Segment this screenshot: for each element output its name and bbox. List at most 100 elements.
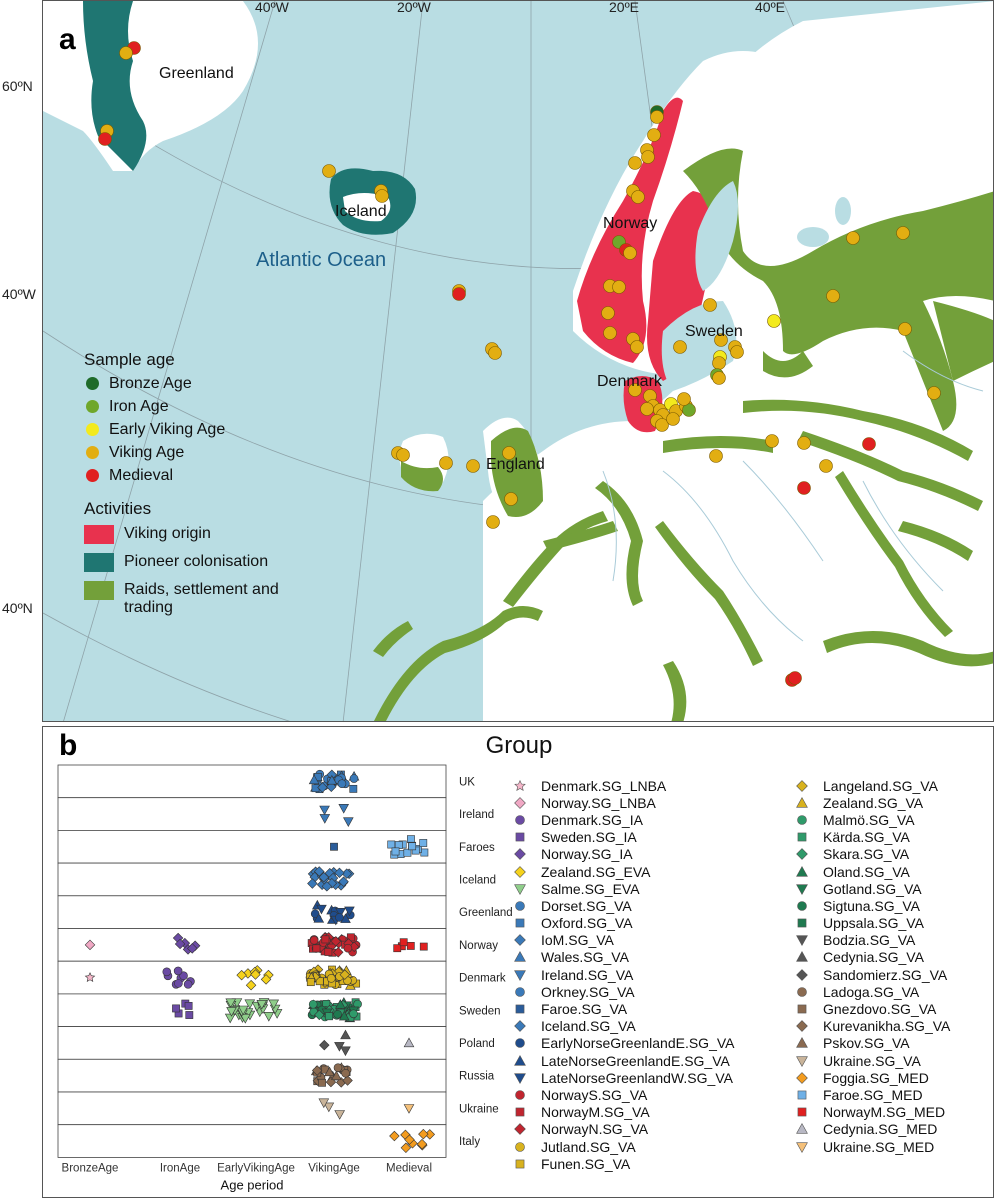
group-marker: [263, 1012, 275, 1022]
group-legend-item: Jutland.SG_VA: [513, 1138, 735, 1155]
legend-age-label: Medieval: [109, 466, 174, 484]
group-marker: [314, 866, 325, 877]
age-period-tick-label: EarlyVikingAge: [217, 1162, 295, 1174]
plot-row-box: [57, 862, 447, 897]
group-legend-symbol: [796, 865, 808, 877]
group-legend-marker: [797, 901, 807, 911]
group-legend-label: Foggia.SG_MED: [823, 1069, 929, 1086]
plot-row-box: [57, 830, 447, 864]
region-label: Russia: [459, 1071, 495, 1083]
group-legend-symbol: [514, 1020, 526, 1033]
group-marker: [236, 969, 247, 981]
group-legend-marker: [514, 1020, 526, 1033]
group-legend-symbol: [796, 935, 808, 947]
group-marker: [349, 784, 358, 793]
group-marker: [340, 1046, 351, 1057]
group-marker: [419, 942, 428, 951]
group-legend-symbol: [515, 987, 525, 997]
group-legend-marker: [797, 918, 807, 928]
group-legend-item: Norway.SG_LNBA: [513, 794, 735, 811]
map-legend: Sample age Bronze Age Iron Age Early Vik…: [84, 350, 314, 626]
group-legend-item: Uppsala.SG_VA: [795, 915, 950, 932]
group-legend-symbol: [797, 1107, 807, 1117]
sample-point: [486, 515, 500, 529]
group-marker: [226, 1007, 237, 1017]
group-legend-symbol: [796, 848, 808, 861]
group-marker: [339, 969, 351, 980]
sample-point: [846, 231, 860, 245]
group-marker: [256, 1000, 268, 1010]
group-legend-marker: [796, 935, 808, 947]
group-marker: [343, 817, 354, 827]
place-england: England: [486, 456, 545, 473]
graticule-lon-20w: [342, 1, 424, 721]
plot-row-box: [57, 928, 447, 962]
group-legend-item: Denmark.SG_LNBA: [513, 777, 735, 794]
group-legend-marker: [515, 901, 525, 911]
group-marker: [313, 913, 325, 923]
sample-point: [623, 246, 637, 260]
gulf-of-bothnia: [695, 181, 738, 291]
group-legend-symbol: [515, 1107, 525, 1117]
group-legend-item: Funen.SG_VA: [513, 1155, 735, 1172]
plot-row-box: [57, 764, 447, 799]
group-marker: [406, 942, 415, 950]
group-legend-item: IoM.SG_VA: [513, 932, 735, 949]
group-marker: [162, 967, 172, 977]
age-period-tick-label: IronAge: [160, 1162, 200, 1174]
group-legend-item: Oland.SG_VA: [795, 863, 950, 880]
group-marker: [174, 979, 183, 988]
legend-age-row: Viking Age: [84, 441, 314, 464]
legend-age-row: Early Viking Age: [84, 418, 314, 441]
group-legend-marker: [514, 865, 526, 878]
group-legend-label: Malmö.SG_VA: [823, 811, 915, 828]
place-denmark: Denmark: [597, 373, 662, 390]
group-legend-marker: [514, 796, 526, 809]
group-legend-label: Jutland.SG_VA: [541, 1138, 636, 1155]
group-legend-label: NorwayN.SG_VA: [541, 1121, 649, 1138]
group-legend-item: Denmark.SG_IA: [513, 811, 735, 828]
group-legend-marker: [796, 1071, 808, 1084]
group-marker: [326, 974, 336, 983]
group-legend-symbol: [796, 951, 808, 963]
group-legend-item: Orkney.SG_VA: [513, 983, 735, 1000]
group-marker: [344, 906, 355, 917]
raid-iberia-coast: [373, 621, 413, 657]
sample-point: [628, 156, 642, 170]
group-legend-item: Wales.SG_VA: [513, 949, 735, 966]
group-marker: [309, 935, 319, 945]
group-legend-item: NorwayM.SG_VA: [513, 1104, 735, 1121]
panel-letter-b: b: [59, 729, 78, 762]
sample-point: [709, 449, 723, 463]
group-legend-symbol: [796, 779, 808, 792]
sample-point: [797, 436, 811, 450]
group-legend-symbol: [796, 1123, 808, 1134]
group-legend-label: Sweden.SG_IA: [541, 829, 637, 846]
group-legend-label: Kurevanikha.SG_VA: [823, 1018, 951, 1035]
group-legend-item: Norway.SG_IA: [513, 846, 735, 863]
ireland-raid: [401, 461, 443, 492]
viking-origin-norway: [577, 97, 683, 364]
group-marker: [333, 947, 344, 958]
group-legend-marker: [796, 951, 808, 963]
sample-point: [712, 371, 726, 385]
plot-row-box: [57, 895, 447, 929]
group-legend-label: Cedynia.SG_VA: [823, 949, 924, 966]
group-marker: [316, 904, 327, 915]
group-legend-marker: [514, 970, 526, 981]
group-legend-item: Cedynia.SG_MED: [795, 1121, 950, 1138]
group-legend-label: Gnezdovo.SG_VA: [823, 1001, 937, 1018]
group-marker: [179, 971, 188, 980]
legend-sample-age-title: Sample age: [84, 350, 175, 369]
group-legend-symbol: [515, 832, 525, 842]
group-legend-symbol: [797, 918, 807, 928]
group-legend-label: Denmark.SG_LNBA: [541, 777, 667, 794]
legend-activities-title: Activities: [84, 499, 152, 518]
group-legend-marker: [797, 1090, 807, 1100]
group-legend-symbol: [514, 934, 526, 947]
group-legend-label: Skara.SG_VA: [823, 846, 910, 863]
group-legend-item: Bodzia.SG_VA: [795, 932, 950, 949]
group-legend-item: Zealand.SG_EVA: [513, 863, 735, 880]
sample-point: [466, 459, 480, 473]
region-label: Faroes: [459, 842, 495, 854]
